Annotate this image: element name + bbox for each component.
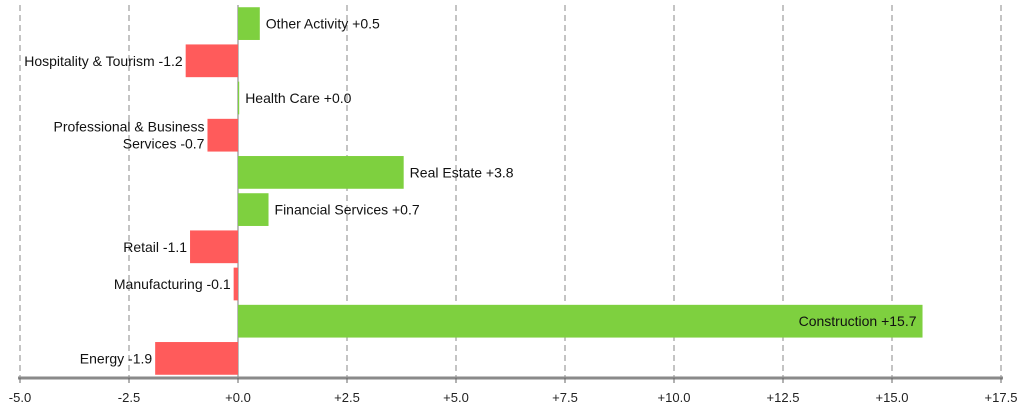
bar	[238, 304, 923, 338]
x-axis: -5.0 -2.5 +0.0 +2.5 +5.0 +7.5 +10.0 +12.5 +15.0 +…	[9, 376, 1018, 405]
bar-label: Energy -1.9	[80, 350, 153, 366]
bar-labels: Other Activity +0.5 Hospitality & Tourism…	[24, 16, 917, 367]
x-tick-label: +15.0	[876, 390, 909, 405]
bar	[233, 267, 238, 301]
bar-label: Professional & Business	[54, 119, 205, 135]
bar-label: Financial Services +0.7	[275, 202, 420, 218]
bar	[207, 118, 238, 152]
x-tick-label: +7.5	[552, 390, 578, 405]
bar-label: Manufacturing -0.1	[114, 276, 231, 292]
bar	[155, 342, 238, 375]
x-tick-label: +2.5	[334, 390, 360, 405]
bars	[155, 7, 923, 375]
bar	[238, 193, 269, 226]
bar	[190, 230, 238, 264]
bar	[238, 7, 260, 40]
x-tick-label: +0.0	[225, 390, 251, 405]
bar-label: Real Estate +3.8	[410, 164, 514, 180]
bar-label: Hospitality & Tourism -1.2	[24, 53, 183, 69]
bar-label: Construction +15.7	[799, 313, 917, 329]
bar-label: Retail -1.1	[123, 239, 187, 255]
x-tick-label: +17.5	[985, 390, 1018, 405]
x-tick-label: +5.0	[443, 390, 469, 405]
x-tick-label: +12.5	[767, 390, 800, 405]
bar	[185, 44, 238, 78]
bar	[238, 81, 240, 115]
x-tick-label: -2.5	[118, 390, 140, 405]
bar-label: Other Activity +0.5	[266, 16, 380, 32]
x-tick-label: -5.0	[9, 390, 31, 405]
x-tick-label: +10.0	[658, 390, 691, 405]
bar-label: Services -0.7	[123, 136, 205, 152]
bar	[238, 156, 404, 189]
bar-label: Health Care +0.0	[245, 90, 351, 106]
